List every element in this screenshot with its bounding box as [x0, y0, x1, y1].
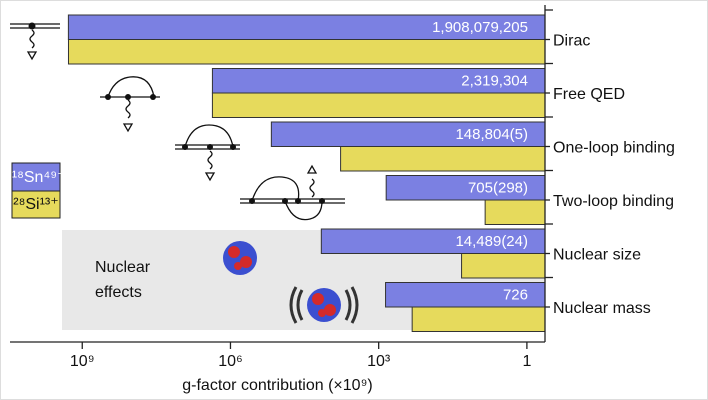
value-label: 726 [503, 287, 528, 304]
bar [485, 200, 545, 225]
x-axis-label: g-factor contribution (×10⁹) [182, 377, 373, 394]
category-label: Dirac [553, 33, 590, 50]
category-label: Free QED [553, 86, 625, 103]
legend-label: ²⁸Si¹³⁺ [13, 196, 58, 213]
legend-label: ¹¹⁸Sn⁴⁹⁺ [6, 169, 65, 186]
x-tick-label: 10⁹ [70, 353, 95, 370]
x-tick-label: 10⁶ [218, 353, 242, 370]
bar [212, 93, 545, 118]
value-label: 2,319,304 [461, 73, 528, 90]
category-label: Nuclear mass [553, 300, 651, 317]
bar [341, 147, 545, 172]
value-label: 148,804(5) [455, 126, 528, 143]
x-tick-label: 10³ [367, 353, 391, 370]
category-label: Nuclear size [553, 247, 641, 264]
annotation: effects [95, 284, 142, 301]
bar [462, 254, 545, 279]
annotation: Nuclear [95, 259, 151, 276]
value-label: 14,489(24) [455, 233, 528, 250]
bar [68, 40, 545, 65]
value-label: 1,908,079,205 [432, 19, 528, 36]
bar [412, 307, 545, 332]
x-tick-label: 1 [522, 353, 531, 370]
value-label: 705(298) [468, 180, 528, 197]
chart: Nuclear effects ¹¹⁸Sn⁴⁹⁺ ²⁸Si¹³⁺ 1,908,0… [0, 0, 708, 400]
category-label: Two-loop binding [553, 193, 674, 210]
category-label: One-loop binding [553, 140, 675, 157]
